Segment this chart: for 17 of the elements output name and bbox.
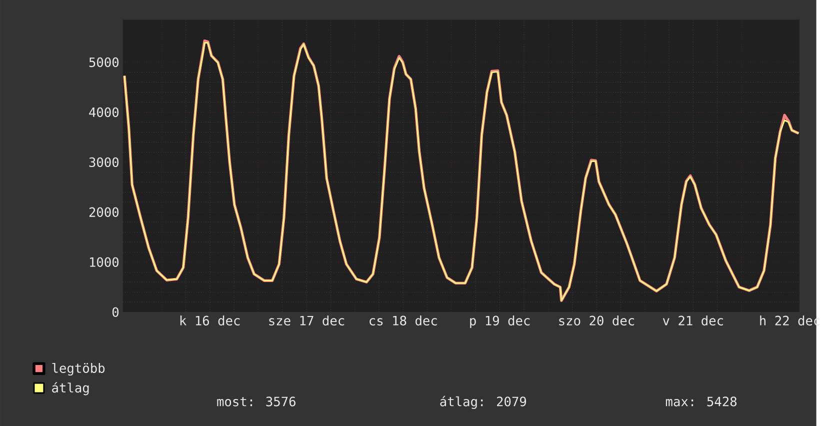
legend-label: átlag — [52, 382, 89, 396]
y-tick-label: 2000 — [89, 207, 119, 217]
x-tick-label: szo 20 dec — [559, 316, 634, 326]
text: max: 5428 — [666, 396, 737, 406]
y-tick-label: 4000 — [89, 107, 119, 118]
x-tick-label: sze 17 dec — [269, 316, 344, 326]
x-tick-label: k 16 dec — [180, 316, 240, 326]
text: most: 3576 — [217, 396, 296, 406]
text: átlag: 2079 — [440, 396, 526, 409]
x-tick-label: cs 18 dec — [370, 316, 437, 326]
y-tick-label: 1000 — [90, 257, 119, 267]
y-tick-label: 3000 — [89, 157, 119, 168]
legend-label: legtöbb — [52, 362, 105, 376]
y-tick-label: 5000 — [89, 57, 119, 68]
x-tick-label: p 19 dec — [470, 316, 530, 328]
x-tick-label: v 21 dec — [662, 316, 723, 326]
y-tick-label: 0 — [112, 307, 119, 317]
